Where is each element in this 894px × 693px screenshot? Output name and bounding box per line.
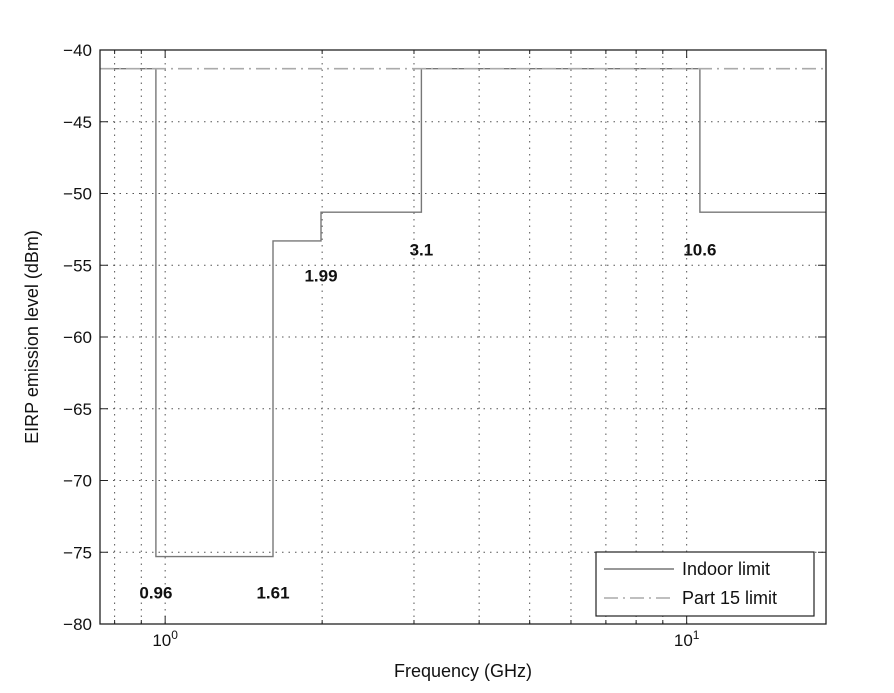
- x-tick-label: 101: [674, 628, 700, 650]
- grid: [100, 50, 826, 624]
- annotation-label: 3.1: [410, 240, 434, 259]
- y-tick-label: −40: [63, 41, 92, 60]
- y-axis-label: EIRP emission level (dBm): [22, 230, 42, 444]
- y-tick-label: −45: [63, 113, 92, 132]
- legend: Indoor limit Part 15 limit: [595, 551, 815, 617]
- annotation-label: 1.61: [256, 583, 289, 602]
- annotation-label: 0.96: [139, 583, 172, 602]
- x-tick-label: 100: [152, 628, 178, 650]
- x-axis-label: Frequency (GHz): [394, 661, 532, 681]
- series-line-indoor-limit: [100, 67, 826, 558]
- axis-ticks: −80 −75 −70 −65 −60 −55 −50 −45 −40 100 101: [63, 41, 826, 650]
- y-tick-label: −80: [63, 615, 92, 634]
- y-tick-label: −65: [63, 400, 92, 419]
- y-tick-label: −55: [63, 256, 92, 275]
- plot-frame: [99, 49, 827, 625]
- legend-label-indoor-limit: Indoor limit: [682, 559, 770, 579]
- legend-label-part-15-limit: Part 15 limit: [682, 588, 777, 608]
- y-tick-label: −60: [63, 328, 92, 347]
- annotation-label: 10.6: [683, 240, 716, 259]
- y-tick-label: −70: [63, 472, 92, 491]
- annotations: 0.96 1.61 1.99 3.1 10.6: [139, 240, 716, 602]
- annotation-label: 1.99: [304, 266, 337, 285]
- series-layer: [100, 67, 826, 558]
- y-tick-label: −50: [63, 185, 92, 204]
- legend-box: [595, 551, 815, 617]
- y-tick-label: −75: [63, 543, 92, 562]
